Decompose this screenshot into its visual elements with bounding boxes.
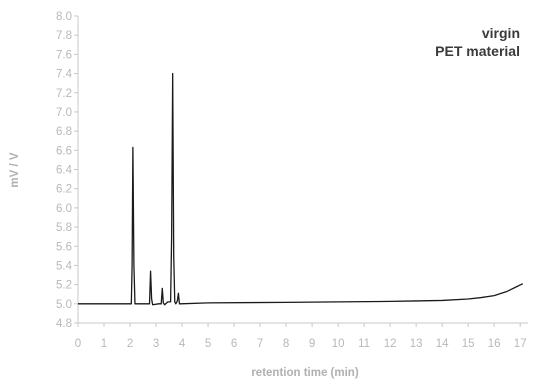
x-tick-label: 12	[384, 338, 397, 350]
chart-title-line-1: virgin	[482, 25, 520, 41]
y-tick-label: 7.2	[56, 88, 72, 100]
x-tick-label: 6	[231, 338, 237, 350]
series-line	[78, 72, 524, 306]
y-tick-label: 5.2	[56, 280, 72, 292]
y-tick-label: 7.0	[56, 107, 72, 119]
axes	[77, 16, 528, 324]
x-tick-label: 9	[309, 338, 315, 350]
x-tick-label: 2	[127, 338, 133, 350]
y-tick-label: 6.6	[56, 145, 72, 157]
x-tick-label: 8	[283, 338, 289, 350]
x-tick-label: 10	[332, 338, 345, 350]
y-tick-label: 6.8	[56, 126, 72, 138]
x-axis-title: retention time (min)	[251, 367, 359, 379]
x-axis-ticks: 0 1 2 3 4 5 6 7 8 9 10 11 12 13 14 15 16 17	[75, 323, 527, 350]
x-tick-label: 3	[153, 338, 159, 350]
y-tick-label: 5.4	[56, 260, 73, 272]
y-tick-label: 7.4	[56, 69, 73, 81]
x-tick-label: 4	[179, 338, 186, 350]
chart-title-line-2: PET material	[435, 43, 520, 59]
x-tick-label: 14	[436, 338, 449, 350]
x-tick-label: 15	[462, 338, 475, 350]
y-tick-label: 7.8	[56, 30, 72, 42]
y-axis-title: mV / V	[9, 152, 21, 187]
x-tick-label: 0	[75, 338, 81, 350]
y-tick-label: 6.2	[56, 184, 72, 196]
y-tick-label: 4.8	[56, 318, 72, 330]
x-tick-label: 7	[257, 338, 263, 350]
y-tick-label: 7.6	[56, 49, 72, 61]
x-tick-label: 16	[488, 338, 501, 350]
y-axis-ticks: 4.8 5.0 5.2 5.4 5.6 5.8 6.0 6.2 6.4 6.6 6.8 7.0 7.2 7…	[56, 11, 78, 330]
y-tick-label: 8.0	[56, 11, 72, 23]
y-tick-label: 5.0	[56, 299, 72, 311]
plot-area	[78, 72, 524, 306]
y-tick-label: 5.6	[56, 241, 72, 253]
y-tick-label: 5.8	[56, 222, 72, 234]
y-tick-label: 6.0	[56, 203, 72, 215]
x-tick-label: 13	[410, 338, 423, 350]
x-tick-label: 5	[205, 338, 211, 350]
x-tick-label: 11	[358, 338, 370, 350]
y-tick-label: 6.4	[56, 165, 73, 177]
x-tick-label: 1	[101, 338, 107, 350]
x-tick-label: 17	[514, 338, 527, 350]
